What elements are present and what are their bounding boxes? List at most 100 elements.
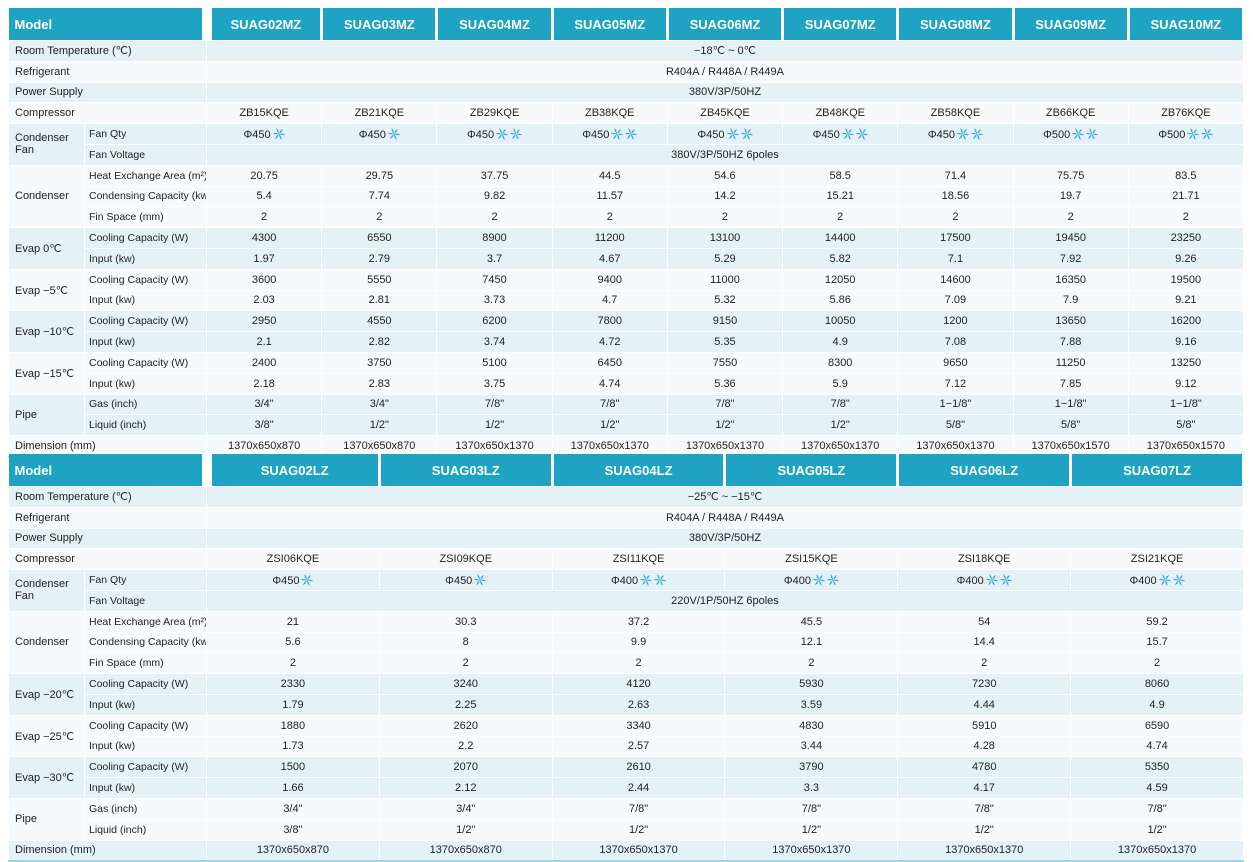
value-text: 4.28 <box>973 740 995 753</box>
value-text: 5/8" <box>945 419 966 432</box>
spec-row: Evap −25℃ Cooling Capacity (W) 1880 2620 334… <box>8 714 1244 758</box>
value-text: 4.9 <box>832 336 848 349</box>
value-text: 15.7 <box>1146 636 1168 649</box>
value-cell: 19450 <box>1012 227 1129 249</box>
value-text: 2.18 <box>253 377 275 390</box>
value-text: 6550 <box>367 232 392 245</box>
model-header: SUAG05LZ <box>724 454 900 487</box>
fan-icon <box>624 127 638 140</box>
value-text: 44.5 <box>599 169 621 182</box>
spec-row: Condenser Fan Fan Qty Φ450 Φ450 Φ450 Φ450 Φ450… <box>8 123 1244 166</box>
value-cell: 3750 <box>321 351 438 374</box>
value-cell: 5/8" <box>1012 414 1129 437</box>
spec-row: Condensing Capacity (kw) 5.4 7.74 9.82 11.57… <box>9 185 1244 208</box>
value-cell: 44.5 <box>551 164 668 187</box>
value-text: 7.74 <box>368 190 391 203</box>
value-text: 2.12 <box>455 782 477 795</box>
value-text: 21 <box>286 615 300 628</box>
value-cell: 1370x650x1370 <box>724 839 899 862</box>
value-text: 2 <box>952 211 959 224</box>
header-cell: Model <box>8 454 212 487</box>
value-cell: 2 <box>782 206 899 229</box>
value-cell: ZSI18KQE <box>897 548 1072 571</box>
value-text: 11.57 <box>596 190 624 203</box>
value-cell: 4.74 <box>551 372 668 395</box>
fan-icon <box>653 573 667 586</box>
value-cell: 2.25 <box>378 693 553 716</box>
value-text: 1370x650x1370 <box>945 844 1024 857</box>
value-text: ZB15KQE <box>239 107 289 120</box>
fan-icon <box>956 127 970 140</box>
value-cell: 54.6 <box>666 164 784 187</box>
sub-label: Input (kw) <box>84 735 207 758</box>
row-label: Refrigerant <box>8 506 207 529</box>
value-cell: 2 <box>378 652 553 675</box>
value-cell: 1200 <box>897 310 1014 333</box>
value-cell: 30.3 <box>378 610 553 633</box>
spec-row: Input (kw) 1.79 2.25 2.63 3.59 4.44 4.9 <box>9 693 1244 716</box>
value-cell: 1370x650x1370 <box>551 839 726 862</box>
value-cell: 1370x650x1370 <box>897 839 1072 862</box>
value-text: 3/8" <box>283 823 303 836</box>
value-cell: 7/8" <box>551 797 726 820</box>
value-text: 2 <box>808 657 815 670</box>
value-cell: 4.67 <box>551 247 668 270</box>
value-text: Φ400 <box>1129 574 1157 587</box>
value-text: Φ400 <box>783 574 811 587</box>
value-text: 1−1/8" <box>1054 398 1087 411</box>
model-header: SUAG03LZ <box>379 454 554 487</box>
row-label: Dimension (mm) <box>8 435 207 458</box>
value-cell: 9.82 <box>436 185 553 208</box>
sub-label: Gas (inch) <box>84 797 207 820</box>
value-cell: 9650 <box>897 351 1014 374</box>
spec-row: Room Temperature (℃) −18℃ ~ 0℃ <box>8 40 1244 62</box>
fan-icon <box>1187 127 1200 140</box>
value-text: 7/8" <box>974 802 994 815</box>
value-text: 7/8" <box>1147 802 1167 815</box>
value-text: 6450 <box>597 356 622 369</box>
value-cell: 4.74 <box>1070 735 1244 758</box>
value-text: 1370x650x1570 <box>1031 440 1110 453</box>
value-text: ZB66KQE <box>1045 107 1096 120</box>
value-cell: 12.1 <box>724 631 899 654</box>
value-cell: 45.5 <box>724 610 899 633</box>
value-text: 12.1 <box>800 636 823 649</box>
value-cell: 1−1/8" <box>1127 393 1244 416</box>
value-text: 3.3 <box>803 782 820 795</box>
value-cell: 8300 <box>782 351 899 374</box>
value-text: 2 <box>635 657 642 670</box>
sub-label: Gas (inch) <box>84 393 207 416</box>
value-cell: 6590 <box>1070 714 1244 737</box>
sub-label: Liquid (inch) <box>84 414 207 437</box>
value-cell: 29.75 <box>321 164 438 187</box>
value-cell: Φ400 <box>551 569 726 591</box>
value-text: 3750 <box>367 356 392 369</box>
value-cell: 2 <box>897 206 1014 229</box>
spec-row: Liquid (inch) 3/8" 1/2" 1/2" 1/2" 1/2" 1/2" 5/8… <box>9 414 1244 437</box>
value-cell: 1370x650x1570 <box>1127 435 1244 458</box>
value-text: 1−1/8" <box>1169 398 1202 411</box>
group-label: Evap −10℃ <box>8 310 85 353</box>
value-cell: 6550 <box>321 227 438 249</box>
value-cell: 2.12 <box>378 777 553 799</box>
spec-row: Room Temperature (℃) −25℃ ~ −15℃ <box>8 486 1244 508</box>
value-text: Φ450 <box>358 128 386 141</box>
value-cell: 5.36 <box>666 372 784 395</box>
value-text: 1370x650x870 <box>256 844 329 857</box>
value-text: 75.75 <box>1056 169 1085 182</box>
sub-label: Heat Exchange Area (m²) <box>84 164 207 187</box>
spec-row: Condenser Heat Exchange Area (m²) 20.75 29.… <box>8 164 1244 229</box>
row-label: Refrigerant <box>8 60 207 83</box>
model-header: SUAG06LZ <box>897 454 1073 487</box>
value-text: 15.21 <box>826 190 854 203</box>
value-cell: 1/2" <box>782 414 899 437</box>
value-text: 2.79 <box>368 252 391 265</box>
value-cell: Φ450 <box>897 123 1014 145</box>
fan-icon <box>726 127 739 140</box>
span-value: R404A / R448A / R449A <box>206 506 1244 529</box>
value-text: 4550 <box>367 315 392 328</box>
value-text: 2950 <box>251 315 277 328</box>
value-cell: Φ450 <box>782 123 899 145</box>
value-cell: 4.9 <box>782 331 899 353</box>
value-cell: 5350 <box>1070 756 1244 779</box>
